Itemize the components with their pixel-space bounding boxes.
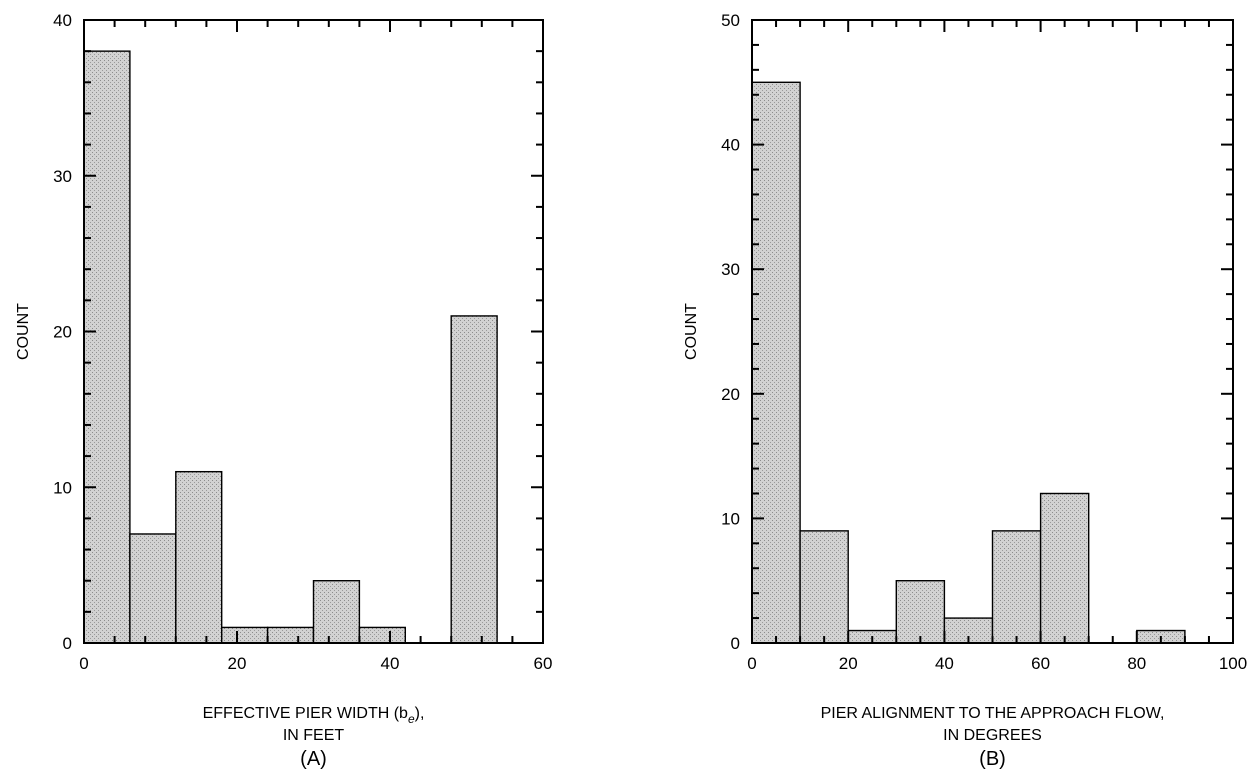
y-axis-title-b: COUNT — [683, 303, 700, 360]
bar-a-0 — [83, 50, 131, 644]
x-tick-label-a-0: 0 — [79, 654, 88, 673]
y-tick-label-a-40: 40 — [53, 11, 72, 30]
bar-a-5 — [312, 580, 361, 644]
x-tick-label-a-20: 20 — [228, 654, 247, 673]
y-tick-label-b-30: 30 — [721, 260, 740, 279]
x-tick-label-b-0: 0 — [747, 654, 756, 673]
bar-a-2 — [175, 470, 223, 644]
bar-a-8 — [450, 315, 498, 644]
chart-panel-a: 0 20 40 60 0 10 20 30 40 COUNT EFFECTIVE PIER WI… — [15, 11, 552, 770]
bar-b-0 — [751, 81, 801, 644]
y-tick-label-b-40: 40 — [721, 136, 740, 155]
panel-label-a: (A) — [300, 748, 327, 770]
bars-a — [83, 50, 498, 644]
x-tick-label-a-40: 40 — [381, 654, 400, 673]
x-axis-title-a-line1: EFFECTIVE PIER WIDTH (be), — [203, 705, 425, 726]
bar-b-3 — [895, 580, 946, 644]
x-axis-title-b-line2: IN DEGREES — [943, 727, 1042, 744]
bar-b-6 — [1039, 492, 1090, 644]
x-tick-label-b-60: 60 — [1031, 654, 1050, 673]
y-tick-label-a-0: 0 — [63, 634, 72, 653]
bar-a-1 — [129, 533, 177, 644]
x-tick-label-b-80: 80 — [1127, 654, 1146, 673]
x-axis-title-a-line2: IN FEET — [283, 727, 345, 744]
y-tick-label-a-30: 30 — [53, 167, 72, 186]
bar-a-6 — [358, 626, 406, 644]
bar-a-3 — [220, 626, 269, 644]
y-tick-label-b-50: 50 — [721, 11, 740, 30]
x-tick-label-b-100: 100 — [1219, 654, 1247, 673]
chart-panel-b: 0 20 40 60 80 100 0 10 20 30 40 50 COUNT PIER ALIGN… — [683, 11, 1247, 770]
bar-b-5 — [991, 530, 1042, 644]
bar-a-4 — [266, 626, 315, 644]
x-tick-label-b-20: 20 — [839, 654, 858, 673]
y-axis-title-a: COUNT — [15, 303, 32, 360]
y-tick-label-a-10: 10 — [53, 478, 72, 497]
y-tick-label-b-10: 10 — [721, 509, 740, 528]
x-axis-title-a-part2: ), — [415, 705, 425, 722]
ticks-a: 0 20 40 60 0 10 20 30 40 — [53, 11, 552, 673]
y-tick-label-a-20: 20 — [53, 323, 72, 342]
ticks-b: 0 20 40 60 80 100 0 10 20 30 40 50 — [721, 11, 1247, 673]
x-axis-title-a-subscript: e — [408, 712, 415, 726]
x-axis-title-a-part1: EFFECTIVE PIER WIDTH (b — [203, 705, 408, 722]
panel-label-b: (B) — [979, 748, 1006, 770]
y-tick-label-b-0: 0 — [731, 634, 740, 653]
y-tick-label-b-20: 20 — [721, 385, 740, 404]
bar-b-1 — [799, 530, 849, 644]
bars-b — [751, 81, 1186, 644]
x-axis-title-b-line1: PIER ALIGNMENT TO THE APPROACH FLOW, — [821, 705, 1165, 722]
x-tick-label-b-40: 40 — [935, 654, 954, 673]
x-tick-label-a-60: 60 — [534, 654, 553, 673]
